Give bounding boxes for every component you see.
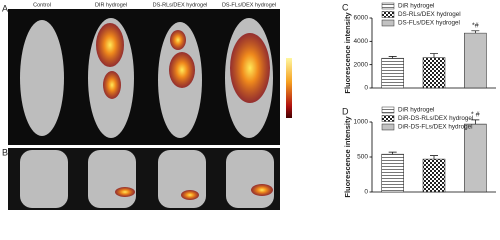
figure: A B Control DIR hydrogel DS-RLs/DEX hydr… — [2, 2, 496, 210]
legend-swatch — [381, 123, 395, 131]
column-label: DS-RLs/DEX hydrogel — [153, 2, 208, 8]
legend-label: DiR-DS-RLs/DEX hydrogel — [398, 115, 473, 122]
legend-swatch — [381, 115, 395, 122]
column-label: Control — [33, 2, 51, 8]
error-bar — [471, 30, 480, 34]
y-tick-label: 0 — [364, 85, 368, 92]
panel-label: D — [342, 106, 349, 116]
page: A B Control DIR hydrogel DS-RLs/DEX hydr… — [2, 2, 496, 210]
annotation: *# — [472, 23, 479, 30]
y-tick-label: 4000 — [354, 38, 369, 45]
fluorescence — [96, 23, 273, 200]
y-axis-label: Fluorescence intensity — [343, 116, 352, 198]
bar — [464, 123, 487, 193]
y-axis-label: Fluorescence intensity — [343, 12, 352, 94]
column-label: DIR hydrogel — [95, 2, 127, 8]
legend-swatch — [381, 11, 395, 18]
bar — [381, 153, 404, 193]
legend-swatch — [381, 19, 395, 27]
error-bar — [430, 155, 438, 160]
column-label: DS-FLs/DEX hydrogel — [222, 2, 276, 8]
legend-swatch — [381, 2, 395, 10]
legend-swatch — [381, 106, 395, 114]
y-tick-label: 1000 — [354, 119, 369, 126]
panel-label: A — [2, 3, 8, 13]
y-tick-label: 0 — [364, 189, 368, 196]
bar — [422, 57, 446, 89]
bar — [464, 32, 487, 89]
legend-label: DS-RLs/DEX hydrogel — [398, 11, 461, 18]
error-bar — [471, 119, 480, 125]
legend-label: DS-FLs/DEX hydrogel — [398, 20, 460, 27]
legend-label: DiR-DS-FLs/DEX hydrogel — [398, 124, 473, 131]
image-panels: A B Control DIR hydrogel DS-RLs/DEX hydr… — [2, 2, 292, 210]
y-tick-label: 2000 — [354, 61, 369, 68]
bar — [422, 158, 446, 193]
y-tick-label: 500 — [357, 154, 368, 161]
legend-label: DiR hydrogel — [398, 107, 434, 114]
bar — [381, 57, 404, 89]
legend-label: DiR hydrogel — [398, 3, 434, 10]
annotation: * # — [471, 112, 480, 119]
y-tick-label: 6000 — [354, 15, 369, 22]
panel-label: B — [2, 147, 8, 157]
error-bar — [430, 53, 438, 58]
color-scale — [286, 58, 292, 118]
error-bar — [388, 56, 397, 59]
error-bar — [388, 151, 397, 155]
panel-label: C — [342, 2, 349, 12]
